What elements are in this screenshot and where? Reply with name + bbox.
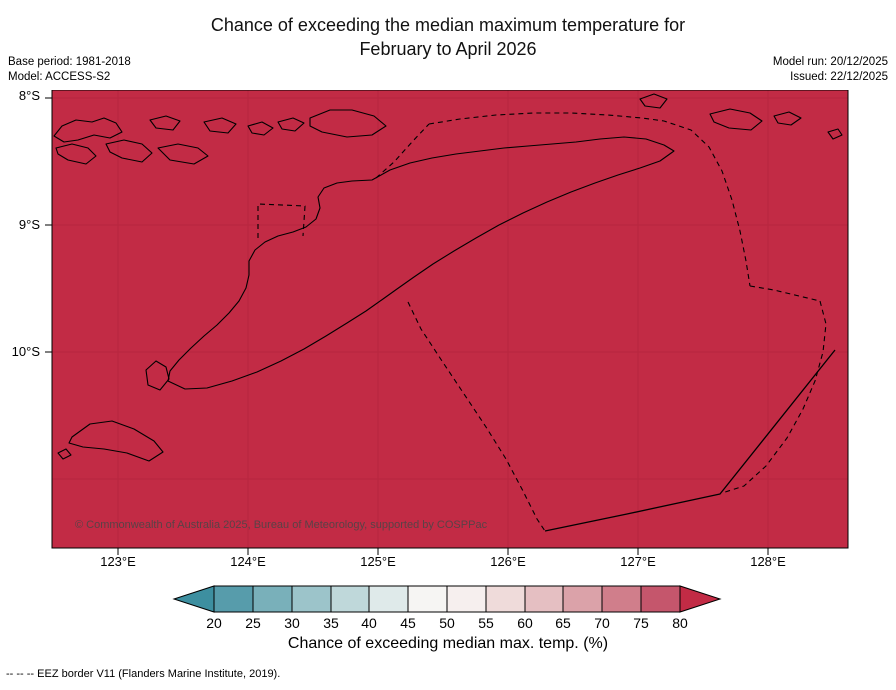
y-tick-10s: 10°S: [11, 344, 40, 359]
y-tick-9s: 9°S: [18, 217, 40, 232]
colorbar-segment: [213, 585, 254, 613]
x-tick-126e: 126°E: [490, 554, 526, 569]
map-canvas: [45, 89, 849, 555]
eez-footnote: -- -- -- EEZ border V11 (Flanders Marine…: [6, 668, 281, 680]
copyright-notice: © Commonwealth of Australia 2025, Bureau…: [75, 519, 488, 531]
island-coastline: [68, 420, 164, 462]
timor-island-coastline: [167, 136, 675, 390]
colorbar-tick: 20: [206, 615, 222, 631]
map-frame: [51, 89, 849, 549]
island-coastline: [309, 109, 387, 138]
colorbar-tick: 50: [439, 615, 455, 631]
island-coastline: [827, 128, 843, 140]
colorbar-tick: 25: [245, 615, 261, 631]
x-tick-124e: 124°E: [230, 554, 266, 569]
colorbar-tick: 35: [323, 615, 339, 631]
island-coastline: [709, 108, 763, 131]
metadata-left: Base period: 1981-2018 Model: ACCESS-S2: [8, 55, 131, 85]
colorbar-right-arrow: [679, 585, 722, 613]
colorbar-segment: [562, 585, 603, 613]
metadata-right: Model run: 20/12/2025 Issued: 22/12/2025: [773, 55, 888, 85]
x-tick-127e: 127°E: [620, 554, 656, 569]
map-sea-fill: [52, 90, 848, 548]
island-coastline: [105, 139, 153, 163]
colorbar-tick: 60: [517, 615, 533, 631]
y-tick-8s: 8°S: [18, 88, 40, 103]
colorbar-tick: 30: [284, 615, 300, 631]
colorbar-tick: 55: [478, 615, 494, 631]
colorbar-segment: [446, 585, 487, 613]
base-period-label: Base period: 1981-2018: [8, 56, 131, 68]
map-gridlines: [52, 90, 848, 548]
colorbar-tick: 45: [400, 615, 416, 631]
colorbar-tick: 65: [555, 615, 571, 631]
eez-dashed-segment: [721, 300, 827, 494]
colorbar-segment: [252, 585, 293, 613]
eez-dashed-segment: [375, 123, 430, 179]
colorbar-left-arrow: [172, 585, 215, 613]
colorbar-tick: 40: [361, 615, 377, 631]
model-label: Model: ACCESS-S2: [8, 71, 111, 83]
map-area: [44, 89, 856, 556]
title-line2: February to April 2026: [359, 39, 537, 59]
x-tick-123e: 123°E: [100, 554, 136, 569]
colorbar-tick: 80: [672, 615, 688, 631]
colorbar-segment: [601, 585, 642, 613]
x-tick-125e: 125°E: [360, 554, 396, 569]
x-tick-128e: 128°E: [750, 554, 786, 569]
colorbar-segment: [291, 585, 332, 613]
island-coastline: [773, 111, 802, 126]
axis-tick-marks: [45, 97, 769, 555]
colorbar: 20 25 30 35 40 45 50 55 60 65 70 75 80: [168, 584, 728, 637]
colorbar-segment: [640, 585, 681, 613]
eez-dashed-segment: [749, 285, 821, 302]
island-coastline: [203, 117, 237, 134]
island-coastline: [149, 115, 181, 131]
island-coastline: [157, 143, 209, 165]
island-coastline: [55, 143, 97, 165]
issued-label: Issued: 22/12/2025: [790, 71, 888, 83]
island-coastline: [145, 360, 170, 391]
island-coastline: [57, 448, 72, 460]
eez-border-solid: [544, 349, 836, 532]
island-coastline: [639, 93, 668, 109]
island-coastline: [277, 117, 305, 132]
colorbar-label: Chance of exceeding median max. temp. (%…: [287, 635, 609, 652]
oecusse-enclave-border: [257, 203, 306, 238]
island-coastline: [247, 121, 274, 136]
colorbar-tick: 70: [594, 615, 610, 631]
eez-border-dashed: [257, 112, 827, 532]
page-title: Chance of exceeding the median maximum t…: [0, 13, 896, 61]
title-line1: Chance of exceeding the median maximum t…: [210, 15, 686, 35]
model-run-label: Model run: 20/12/2025: [772, 56, 888, 68]
colorbar-segment: [524, 585, 564, 613]
eez-dashed-segment: [428, 112, 751, 287]
colorbar-segment: [407, 585, 448, 613]
island-coastline: [53, 117, 123, 143]
eez-dashed-segment: [407, 301, 546, 532]
coastlines: [53, 93, 843, 462]
colorbar-canvas: 20 25 30 35 40 45 50 55 60 65 70 75 80: [172, 585, 722, 631]
colorbar-segment: [330, 585, 370, 613]
colorbar-tick: 75: [633, 615, 649, 631]
colorbar-segment: [485, 585, 526, 613]
colorbar-segment: [368, 585, 409, 613]
